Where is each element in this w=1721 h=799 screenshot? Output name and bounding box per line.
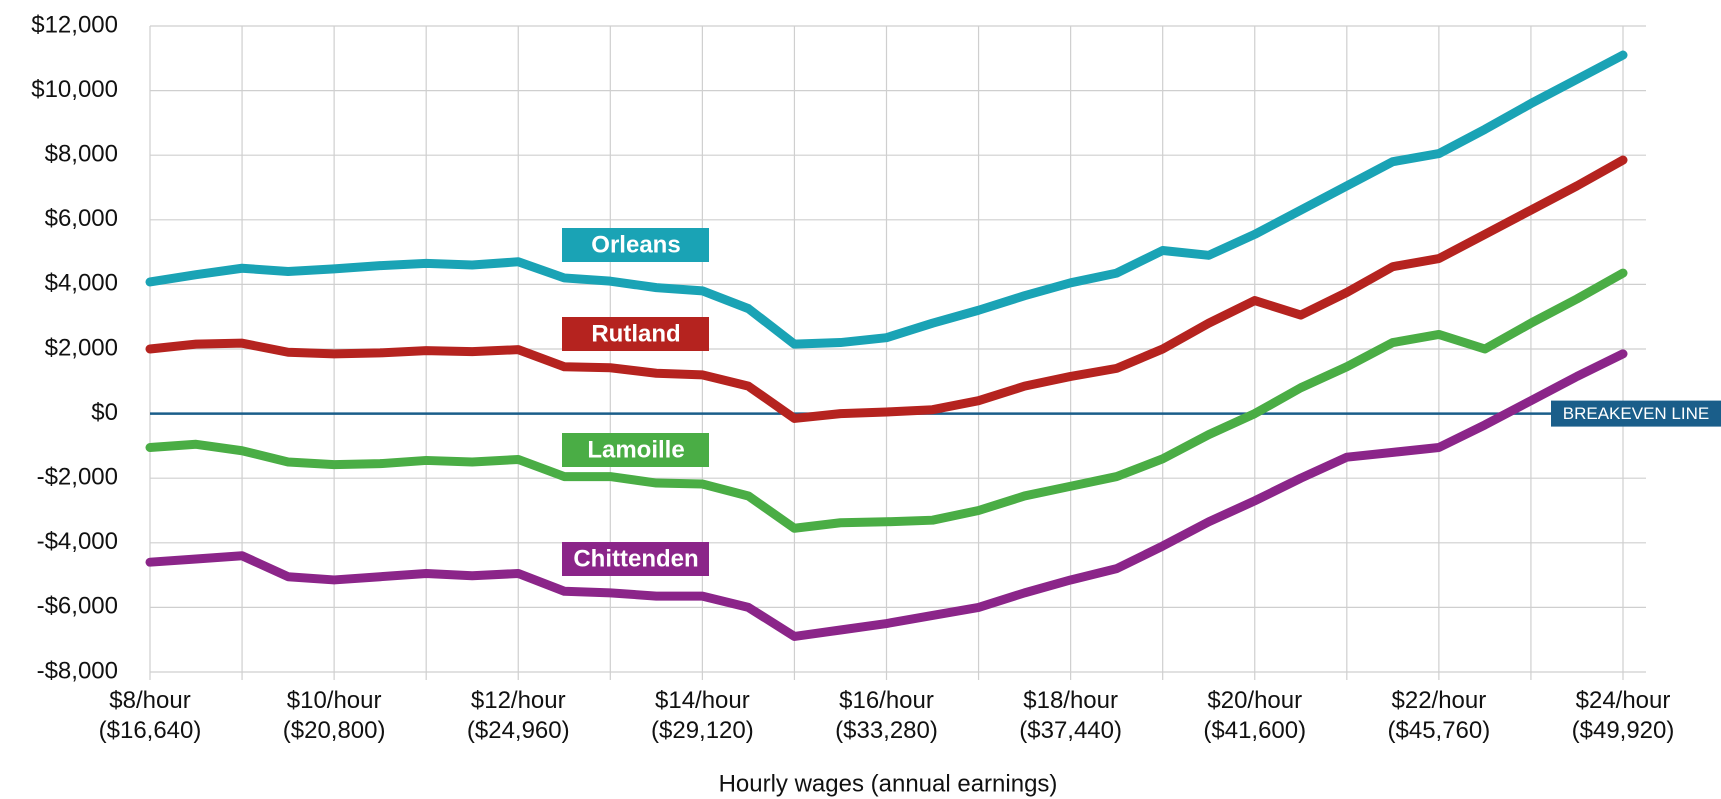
- series-line: [145, 349, 1628, 641]
- series-label: Orleans: [591, 231, 680, 258]
- x-tick-label: $12/hour ($24,960): [467, 687, 570, 744]
- x-axis-label: Hourly wages (annual earnings): [719, 770, 1058, 797]
- series-line: [145, 268, 1628, 533]
- y-tick-label: -$4,000: [37, 528, 118, 555]
- series-label: Chittenden: [573, 545, 698, 572]
- series-label-box: [562, 317, 709, 351]
- y-tick-label: $8,000: [45, 141, 118, 168]
- x-tick-label: $18/hour ($37,440): [1019, 687, 1122, 744]
- x-tick-label: $24/hour ($49,920): [1572, 687, 1675, 744]
- series-label-box: [562, 542, 709, 576]
- y-tick-label: $12,000: [31, 11, 118, 38]
- series-label-box: [562, 228, 709, 262]
- breakeven-box: [1551, 400, 1721, 427]
- x-tick-label: $16/hour ($33,280): [835, 687, 938, 744]
- series-label: Lamoille: [587, 436, 684, 463]
- y-tick-label: $6,000: [45, 205, 118, 232]
- x-tick-label: $14/hour ($29,120): [651, 687, 754, 744]
- y-tick-label: -$2,000: [37, 464, 118, 491]
- y-tick-label: $10,000: [31, 76, 118, 103]
- series-label-box: [562, 433, 709, 467]
- breakeven-label: BREAKEVEN LINE: [1563, 404, 1709, 423]
- y-tick-label: $2,000: [45, 334, 118, 361]
- y-tick-label: -$6,000: [37, 593, 118, 620]
- x-tick-label: $8/hour ($16,640): [99, 687, 202, 744]
- x-tick-label: $22/hour ($45,760): [1388, 687, 1491, 744]
- y-tick-label: -$8,000: [37, 657, 118, 684]
- series-line: [145, 155, 1628, 423]
- x-tick-label: $10/hour ($20,800): [283, 687, 386, 744]
- y-tick-label: $0: [91, 399, 118, 426]
- series-label: Rutland: [591, 320, 680, 347]
- y-tick-label: $4,000: [45, 270, 118, 297]
- x-tick-label: $20/hour ($41,600): [1203, 687, 1306, 744]
- series-line: [145, 50, 1628, 349]
